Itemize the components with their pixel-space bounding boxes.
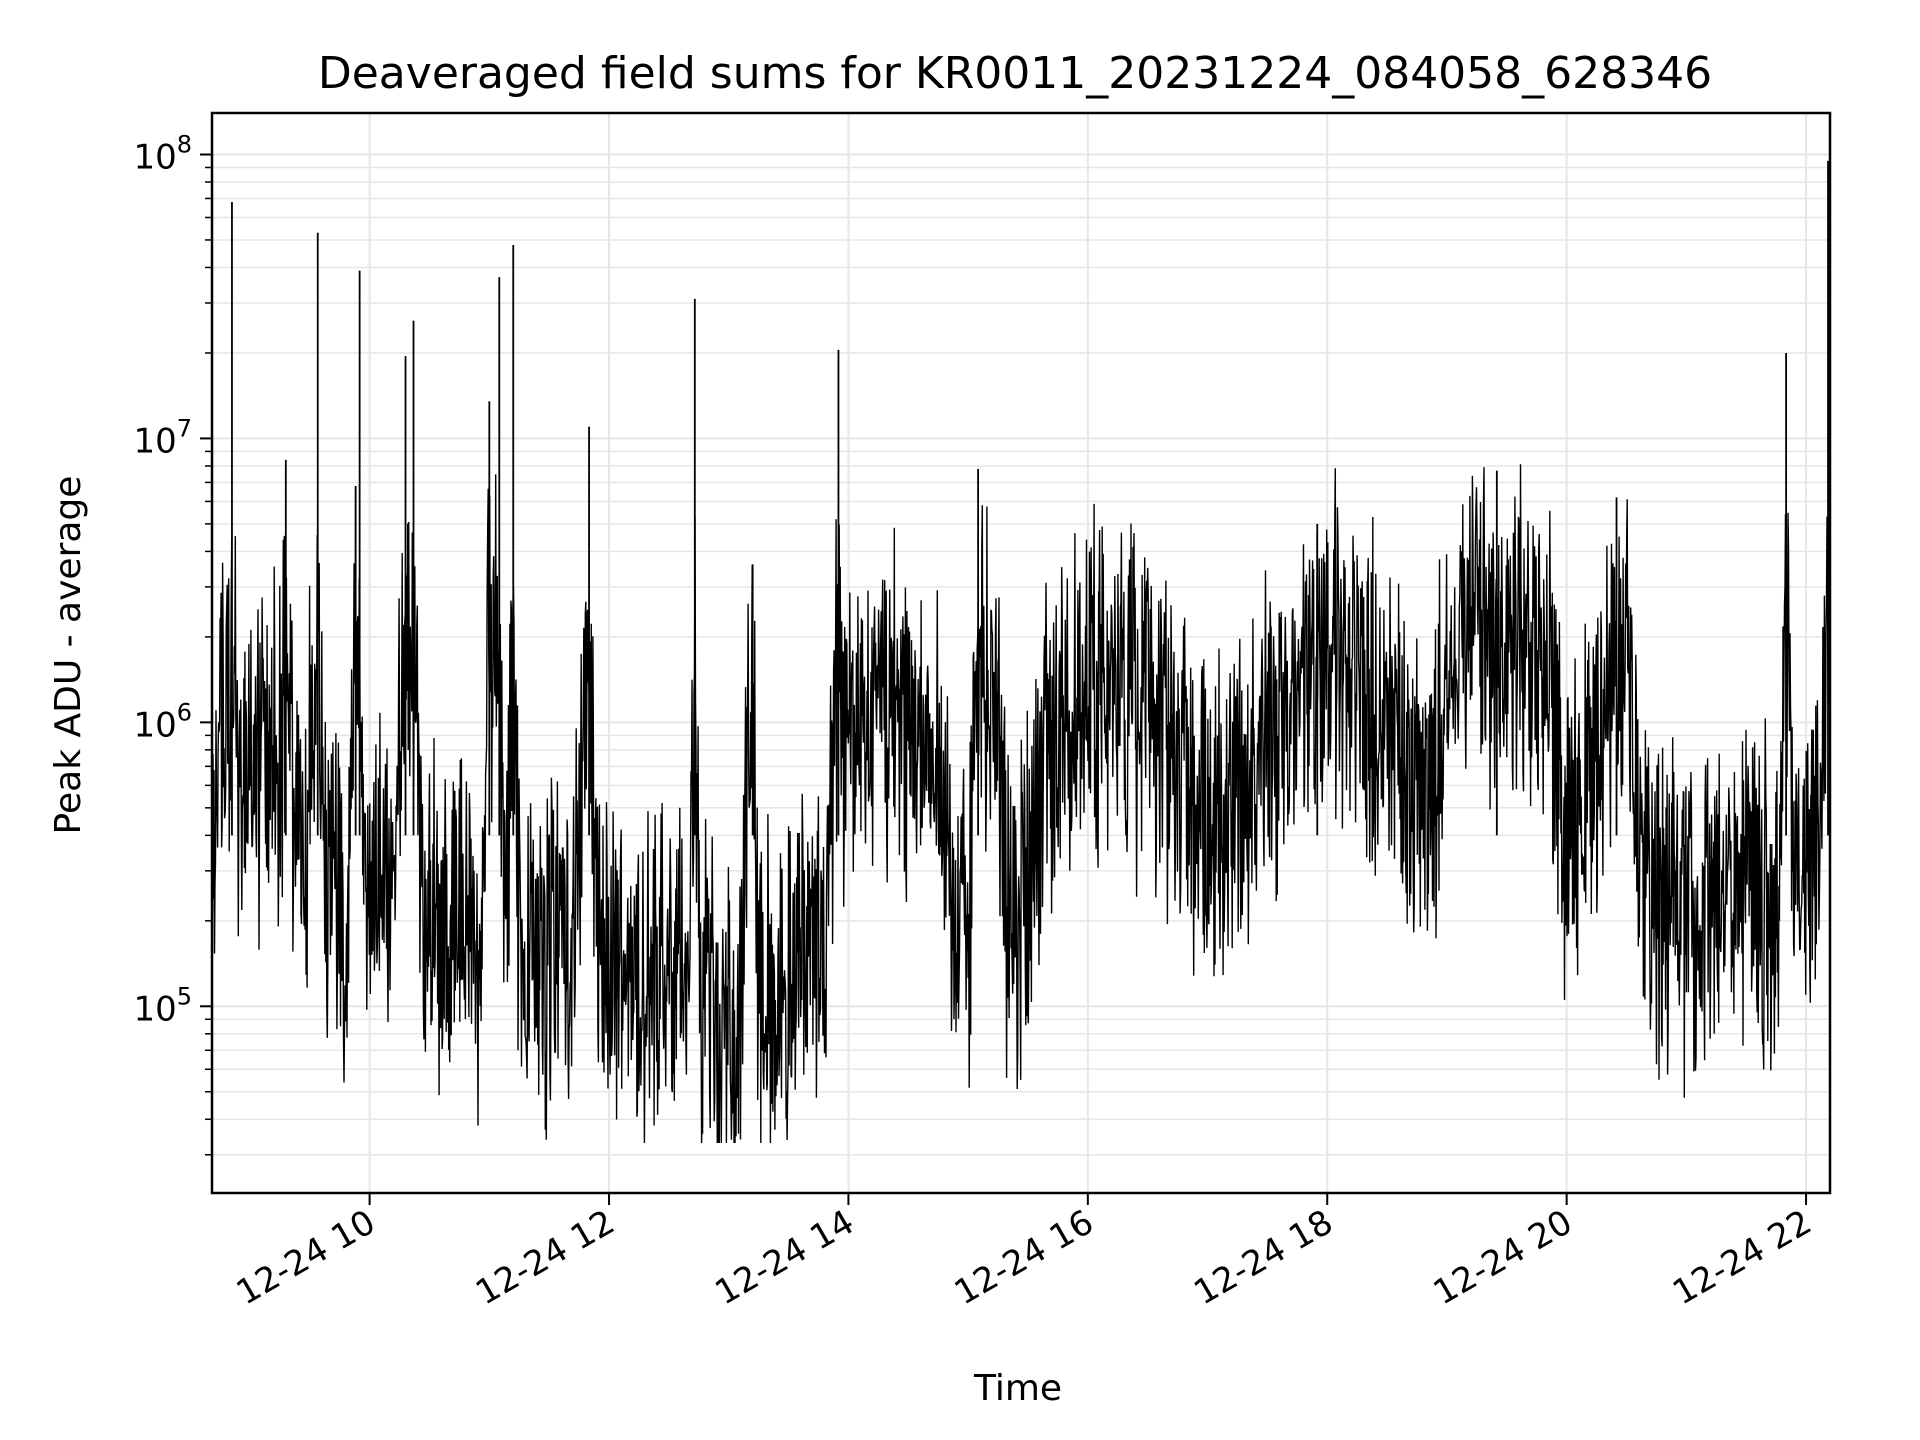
axes-frame [210,111,1832,1195]
y-tick-label: 106 [133,698,192,745]
chart-title: Deaveraged field sums for KR0011_2023122… [318,48,1712,99]
y-axis-label: Peak ADU - average [48,476,89,835]
y-tick-label: 108 [133,130,192,177]
y-tick-label: 105 [133,982,192,1029]
plot-area [211,113,1831,1193]
series-line [211,464,1831,1144]
x-axis-label: Time [973,1368,1062,1409]
y-tick-label: 107 [133,414,192,461]
